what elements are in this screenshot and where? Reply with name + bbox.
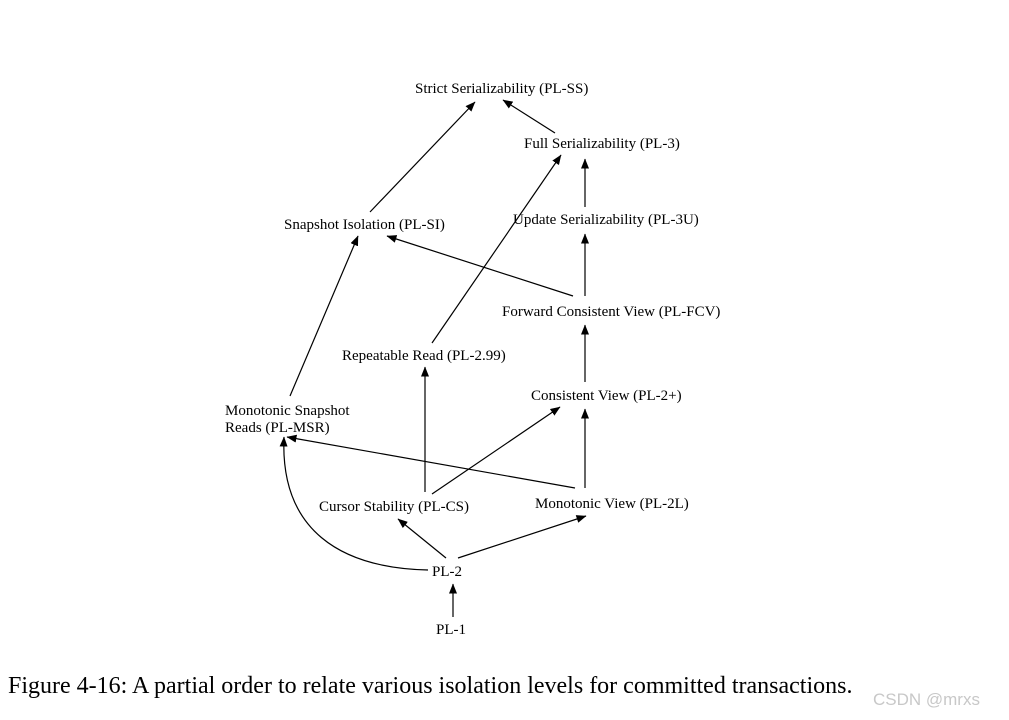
node-repeatable-read: Repeatable Read (PL-2.99) [342,348,506,364]
node-update-serializability: Update Serializability (PL-3U) [513,212,699,228]
node-monotonic-snapshot-reads-line2: Reads (PL-MSR) [225,420,330,436]
node-forward-consistent-view: Forward Consistent View (PL-FCV) [502,304,720,320]
watermark: CSDN @mrxs [873,690,980,709]
edge-pl2-to-plcs [397,518,447,559]
diagram-nodes: Strict Serializability (PL-SS) Full Seri… [225,81,720,638]
node-snapshot-isolation: Snapshot Isolation (PL-SI) [284,217,445,233]
node-strict-serializability: Strict Serializability (PL-SS) [415,81,588,97]
node-cursor-stability: Cursor Stability (PL-CS) [319,499,469,515]
edge-plcs-to-pl2plus [431,406,561,495]
diagram-edges [279,99,589,617]
edge-pl3-to-plss [502,99,556,134]
edge-pl299-to-pl3 [431,154,562,344]
node-full-serializability: Full Serializability (PL-3) [524,136,680,152]
edge-pl2-to-pl2l [457,515,587,559]
edge-pl2l-to-plmsr [286,434,576,489]
edge-plfcv-to-plsi [386,235,574,297]
figure-caption: Figure 4-16: A partial order to relate v… [8,673,853,699]
edge-plmsr-to-plsi [289,235,359,397]
edge-pl2-to-plmsr [279,436,429,571]
node-monotonic-view: Monotonic View (PL-2L) [535,496,689,512]
node-consistent-view: Consistent View (PL-2+) [531,388,682,404]
edge-plsi-to-plss [369,101,476,213]
node-pl-1: PL-1 [436,622,466,638]
node-pl-2: PL-2 [432,564,462,580]
node-monotonic-snapshot-reads-line1: Monotonic Snapshot [225,403,350,419]
